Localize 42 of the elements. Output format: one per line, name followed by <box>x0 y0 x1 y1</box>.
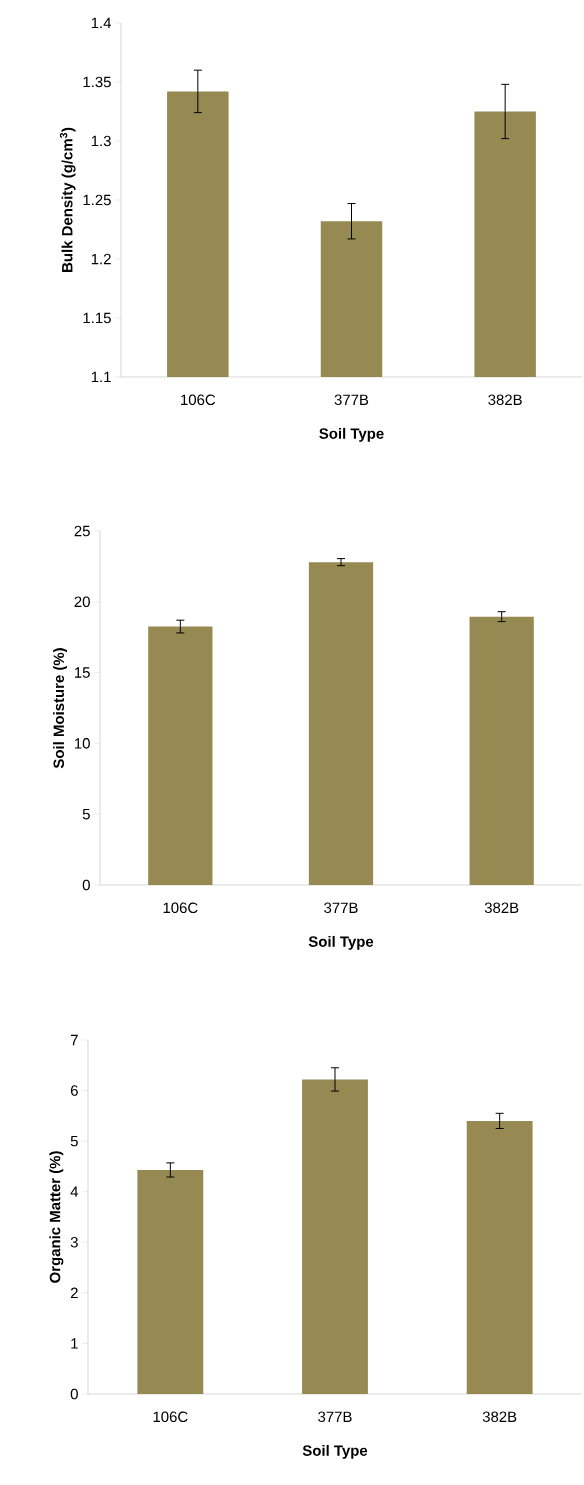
y-tick-label: 20 <box>74 596 90 608</box>
y-tick-label: 1.35 <box>83 76 111 88</box>
y-axis-title: Organic Matter (%) <box>49 1151 64 1283</box>
y-tick-label: 25 <box>74 525 90 537</box>
x-tick-label: 382B <box>488 394 522 406</box>
y-tick-label: 0 <box>82 879 90 891</box>
bar <box>308 562 374 885</box>
y-tick-label: 15 <box>75 667 90 678</box>
y-axis-title: Soil Moisture (%) <box>53 648 68 769</box>
y-tick-label: 1 <box>71 1338 78 1349</box>
y-tick-label: 5 <box>82 808 90 820</box>
bar <box>469 616 534 885</box>
y-tick-label: 0 <box>70 1388 78 1400</box>
y-tick-label: 6 <box>70 1085 78 1096</box>
x-axis-title: Soil Type <box>308 935 374 950</box>
y-tick-label: 2 <box>70 1287 78 1299</box>
x-tick-label: 382B <box>482 1411 517 1423</box>
y-tick-label: 1.15 <box>83 312 111 324</box>
y-tick-label: 1.25 <box>83 194 111 206</box>
x-tick-label: 382B <box>484 902 519 914</box>
x-tick-label: 377B <box>318 1411 352 1423</box>
y-tick-label: 1.4 <box>91 17 112 29</box>
y-tick-label: 4 <box>70 1186 79 1197</box>
y-tick-label: 7 <box>70 1034 78 1046</box>
y-tick-label: 3 <box>70 1236 78 1248</box>
y-tick-label: 5 <box>70 1135 78 1147</box>
bar <box>466 1120 533 1394</box>
bar <box>302 1079 368 1394</box>
x-tick-label: 377B <box>334 394 369 406</box>
bar <box>148 626 213 885</box>
bar <box>137 1169 204 1394</box>
y-tick-label: 10 <box>75 738 90 749</box>
x-tick-label: 377B <box>324 902 358 914</box>
x-tick-label: 106C <box>181 394 216 406</box>
y-axis-title: Bulk Density (g/cm$^{3}$) <box>59 127 76 272</box>
x-tick-label: 106C <box>163 902 198 914</box>
y-tick-label: 1.1 <box>91 371 111 383</box>
y-tick-label: 1.2 <box>91 253 111 265</box>
x-axis-title: Soil Type <box>319 427 384 442</box>
x-tick-label: 106C <box>153 1411 188 1423</box>
y-tick-label: 1.3 <box>91 135 111 147</box>
x-axis-title: Soil Type <box>302 1444 368 1459</box>
